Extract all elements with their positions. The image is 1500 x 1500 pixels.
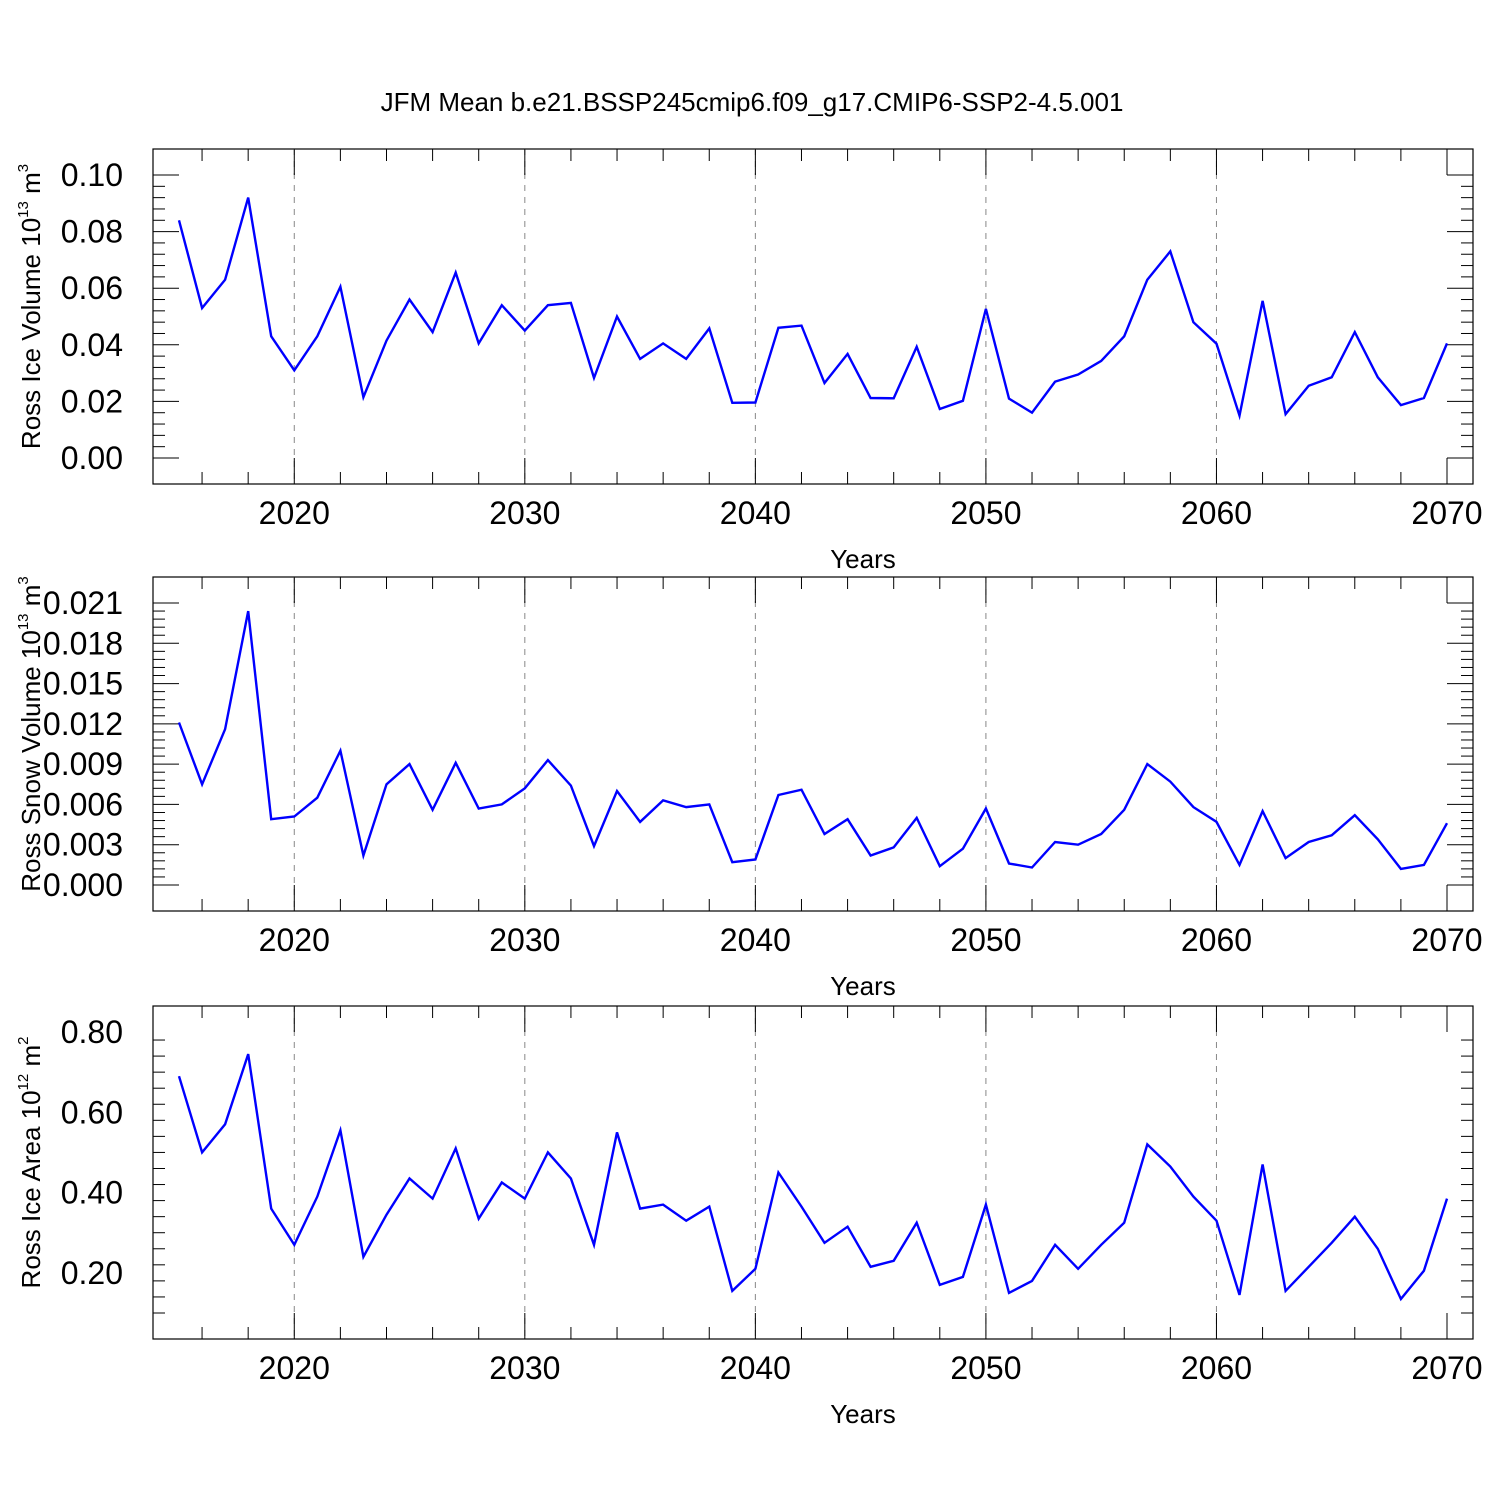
y-tick-label: 0.80 <box>61 1014 123 1050</box>
y-tick-label: 0.018 <box>43 625 123 661</box>
x-tick-label: 2070 <box>1411 495 1482 531</box>
series-line <box>177 1053 1449 1302</box>
x-tick-label: 2030 <box>489 1350 560 1386</box>
y-tick-label: 0.00 <box>61 440 123 476</box>
y-tick-label: 0.000 <box>43 867 123 903</box>
y-tick-label: 0.021 <box>43 585 123 621</box>
series-line <box>177 197 1449 421</box>
panel-2: 2020 2030 2040 2050 2060 2070 Years 0.000 0.003 0… <box>15 576 1483 1001</box>
y-tick-label: 0.02 <box>61 383 123 419</box>
y-tick-label: 0.04 <box>61 327 123 363</box>
y-axis-label: Ross Ice Area 1012 m2 <box>15 1037 46 1289</box>
x-axis-label: Years <box>830 1399 896 1429</box>
x-tick-label: 2060 <box>1181 1350 1252 1386</box>
y-tick-label: 0.60 <box>61 1094 123 1130</box>
y-tick-label: 0.40 <box>61 1175 123 1211</box>
y-tick-label: 0.006 <box>43 786 123 822</box>
y-tick-label: 0.003 <box>43 827 123 863</box>
y-tick-label: 0.06 <box>61 270 123 306</box>
panels: 2020 2030 2040 2050 2060 2070 Years 0.00 0.02 0.0… <box>15 148 1483 1429</box>
x-tick-label: 2020 <box>259 922 330 958</box>
x-tick-label: 2060 <box>1181 495 1252 531</box>
y-tick-label: 0.20 <box>61 1255 123 1291</box>
y-tick-label: 0.10 <box>61 157 123 193</box>
x-tick-label: 2040 <box>720 922 791 958</box>
y-tick-label: 0.012 <box>43 706 123 742</box>
y-axis-label: Ross Snow Volume 1013 m3 <box>15 576 46 892</box>
y-tick-label: 0.015 <box>43 666 123 702</box>
x-tick-label: 2030 <box>489 922 560 958</box>
x-tick-label: 2050 <box>950 922 1021 958</box>
panel-3: 2020 2030 2040 2050 2060 2070 Years 0.20 0.40 0.6… <box>15 1005 1483 1429</box>
x-tick-label: 2070 <box>1411 1350 1482 1386</box>
x-tick-label: 2040 <box>720 1350 791 1386</box>
x-axis-label: Years <box>830 544 896 574</box>
chart-title: JFM Mean b.e21.BSSP245cmip6.f09_g17.CMIP… <box>381 87 1124 117</box>
x-tick-label: 2040 <box>720 495 791 531</box>
x-tick-label: 2060 <box>1181 922 1252 958</box>
x-axis-label: Years <box>830 971 896 1001</box>
x-tick-label: 2020 <box>259 495 330 531</box>
y-axis-label: Ross Ice Volume 1013 m3 <box>15 164 46 449</box>
plot-frame <box>152 148 1474 485</box>
x-tick-label: 2020 <box>259 1350 330 1386</box>
series-line <box>177 610 1449 871</box>
x-tick-label: 2070 <box>1411 922 1482 958</box>
x-tick-label: 2050 <box>950 495 1021 531</box>
x-tick-label: 2030 <box>489 495 560 531</box>
x-tick-label: 2050 <box>950 1350 1021 1386</box>
panel-1: 2020 2030 2040 2050 2060 2070 Years 0.00 0.02 0.0… <box>15 148 1483 574</box>
y-tick-label: 0.009 <box>43 746 123 782</box>
plot-frame <box>152 1005 1474 1340</box>
y-tick-label: 0.08 <box>61 214 123 250</box>
plot-frame <box>152 576 1474 912</box>
